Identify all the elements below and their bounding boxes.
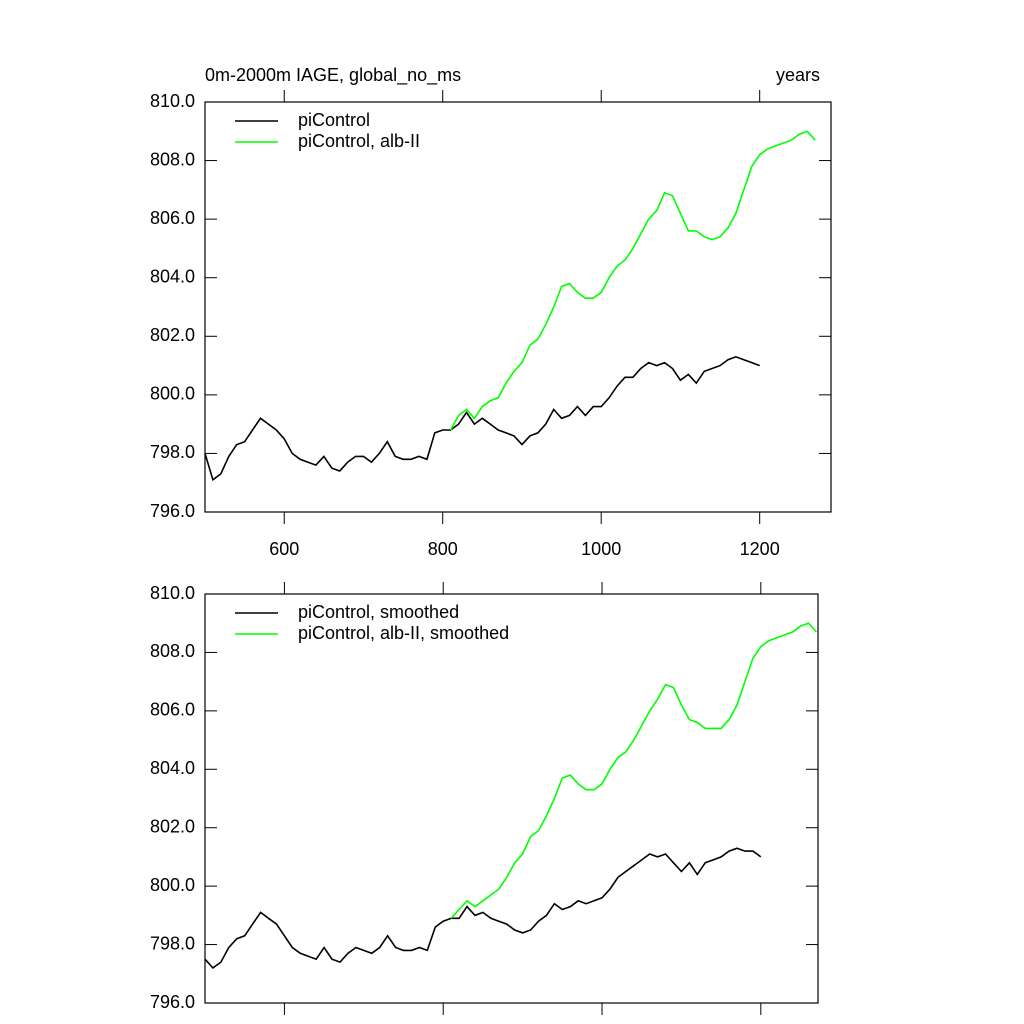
y-tick-label: 798.0 (150, 933, 195, 953)
data-line (204, 355, 760, 482)
legend-label: piControl, smoothed (298, 602, 459, 622)
chart-title: 0m-2000m IAGE, global_no_ms (205, 65, 461, 86)
y-tick-label: 802.0 (150, 816, 195, 836)
x-tick-label: 1000 (581, 539, 621, 559)
plot-frame (204, 101, 832, 513)
y-tick-label: 796.0 (150, 501, 195, 521)
y-tick-label: 806.0 (150, 700, 195, 720)
legend-label: piControl, alb-II, smoothed (298, 623, 509, 643)
x-tick-label: 600 (269, 539, 299, 559)
y-tick-label: 804.0 (150, 266, 195, 286)
data-line (204, 847, 762, 969)
y-tick-label: 800.0 (150, 384, 195, 404)
y-tick-label: 806.0 (150, 208, 195, 228)
x-tick-label: 800 (428, 539, 458, 559)
y-tick-label: 798.0 (150, 442, 195, 462)
data-line (450, 622, 817, 919)
y-tick-label: 796.0 (150, 992, 195, 1012)
right-title: years (776, 65, 820, 85)
legend-label: piControl (298, 110, 370, 130)
y-tick-label: 802.0 (150, 325, 195, 345)
y-tick-label: 800.0 (150, 875, 195, 895)
y-tick-label: 810.0 (150, 583, 195, 603)
data-line (449, 130, 816, 431)
x-tick-label: 1200 (740, 539, 780, 559)
y-tick-label: 804.0 (150, 758, 195, 778)
y-tick-label: 808.0 (150, 149, 195, 169)
y-tick-label: 808.0 (150, 641, 195, 661)
legend-label: piControl, alb-II (298, 131, 420, 151)
plot-frame (204, 593, 819, 1004)
y-tick-label: 810.0 (150, 91, 195, 111)
